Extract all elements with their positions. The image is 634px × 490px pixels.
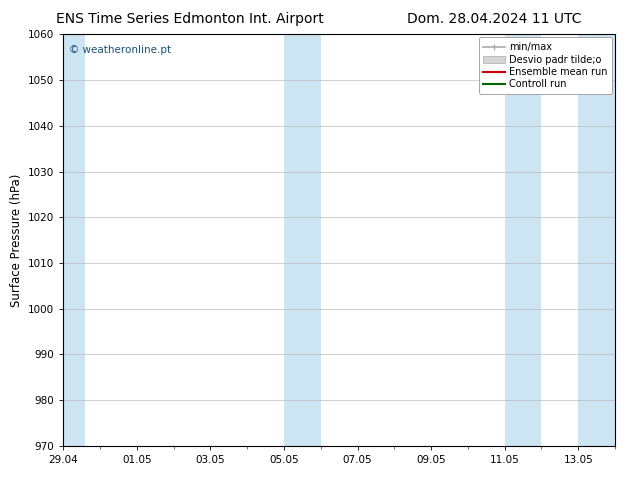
Text: © weatheronline.pt: © weatheronline.pt (69, 45, 171, 54)
Text: Dom. 28.04.2024 11 UTC: Dom. 28.04.2024 11 UTC (407, 12, 582, 26)
Bar (284, 34, 321, 446)
Text: ENS Time Series Edmonton Int. Airport: ENS Time Series Edmonton Int. Airport (56, 12, 324, 26)
Y-axis label: Surface Pressure (hPa): Surface Pressure (hPa) (10, 173, 23, 307)
Bar (505, 34, 541, 446)
Bar (63, 34, 86, 446)
Legend: min/max, Desvio padr tilde;o, Ensemble mean run, Controll run: min/max, Desvio padr tilde;o, Ensemble m… (479, 37, 612, 94)
Bar (578, 34, 615, 446)
